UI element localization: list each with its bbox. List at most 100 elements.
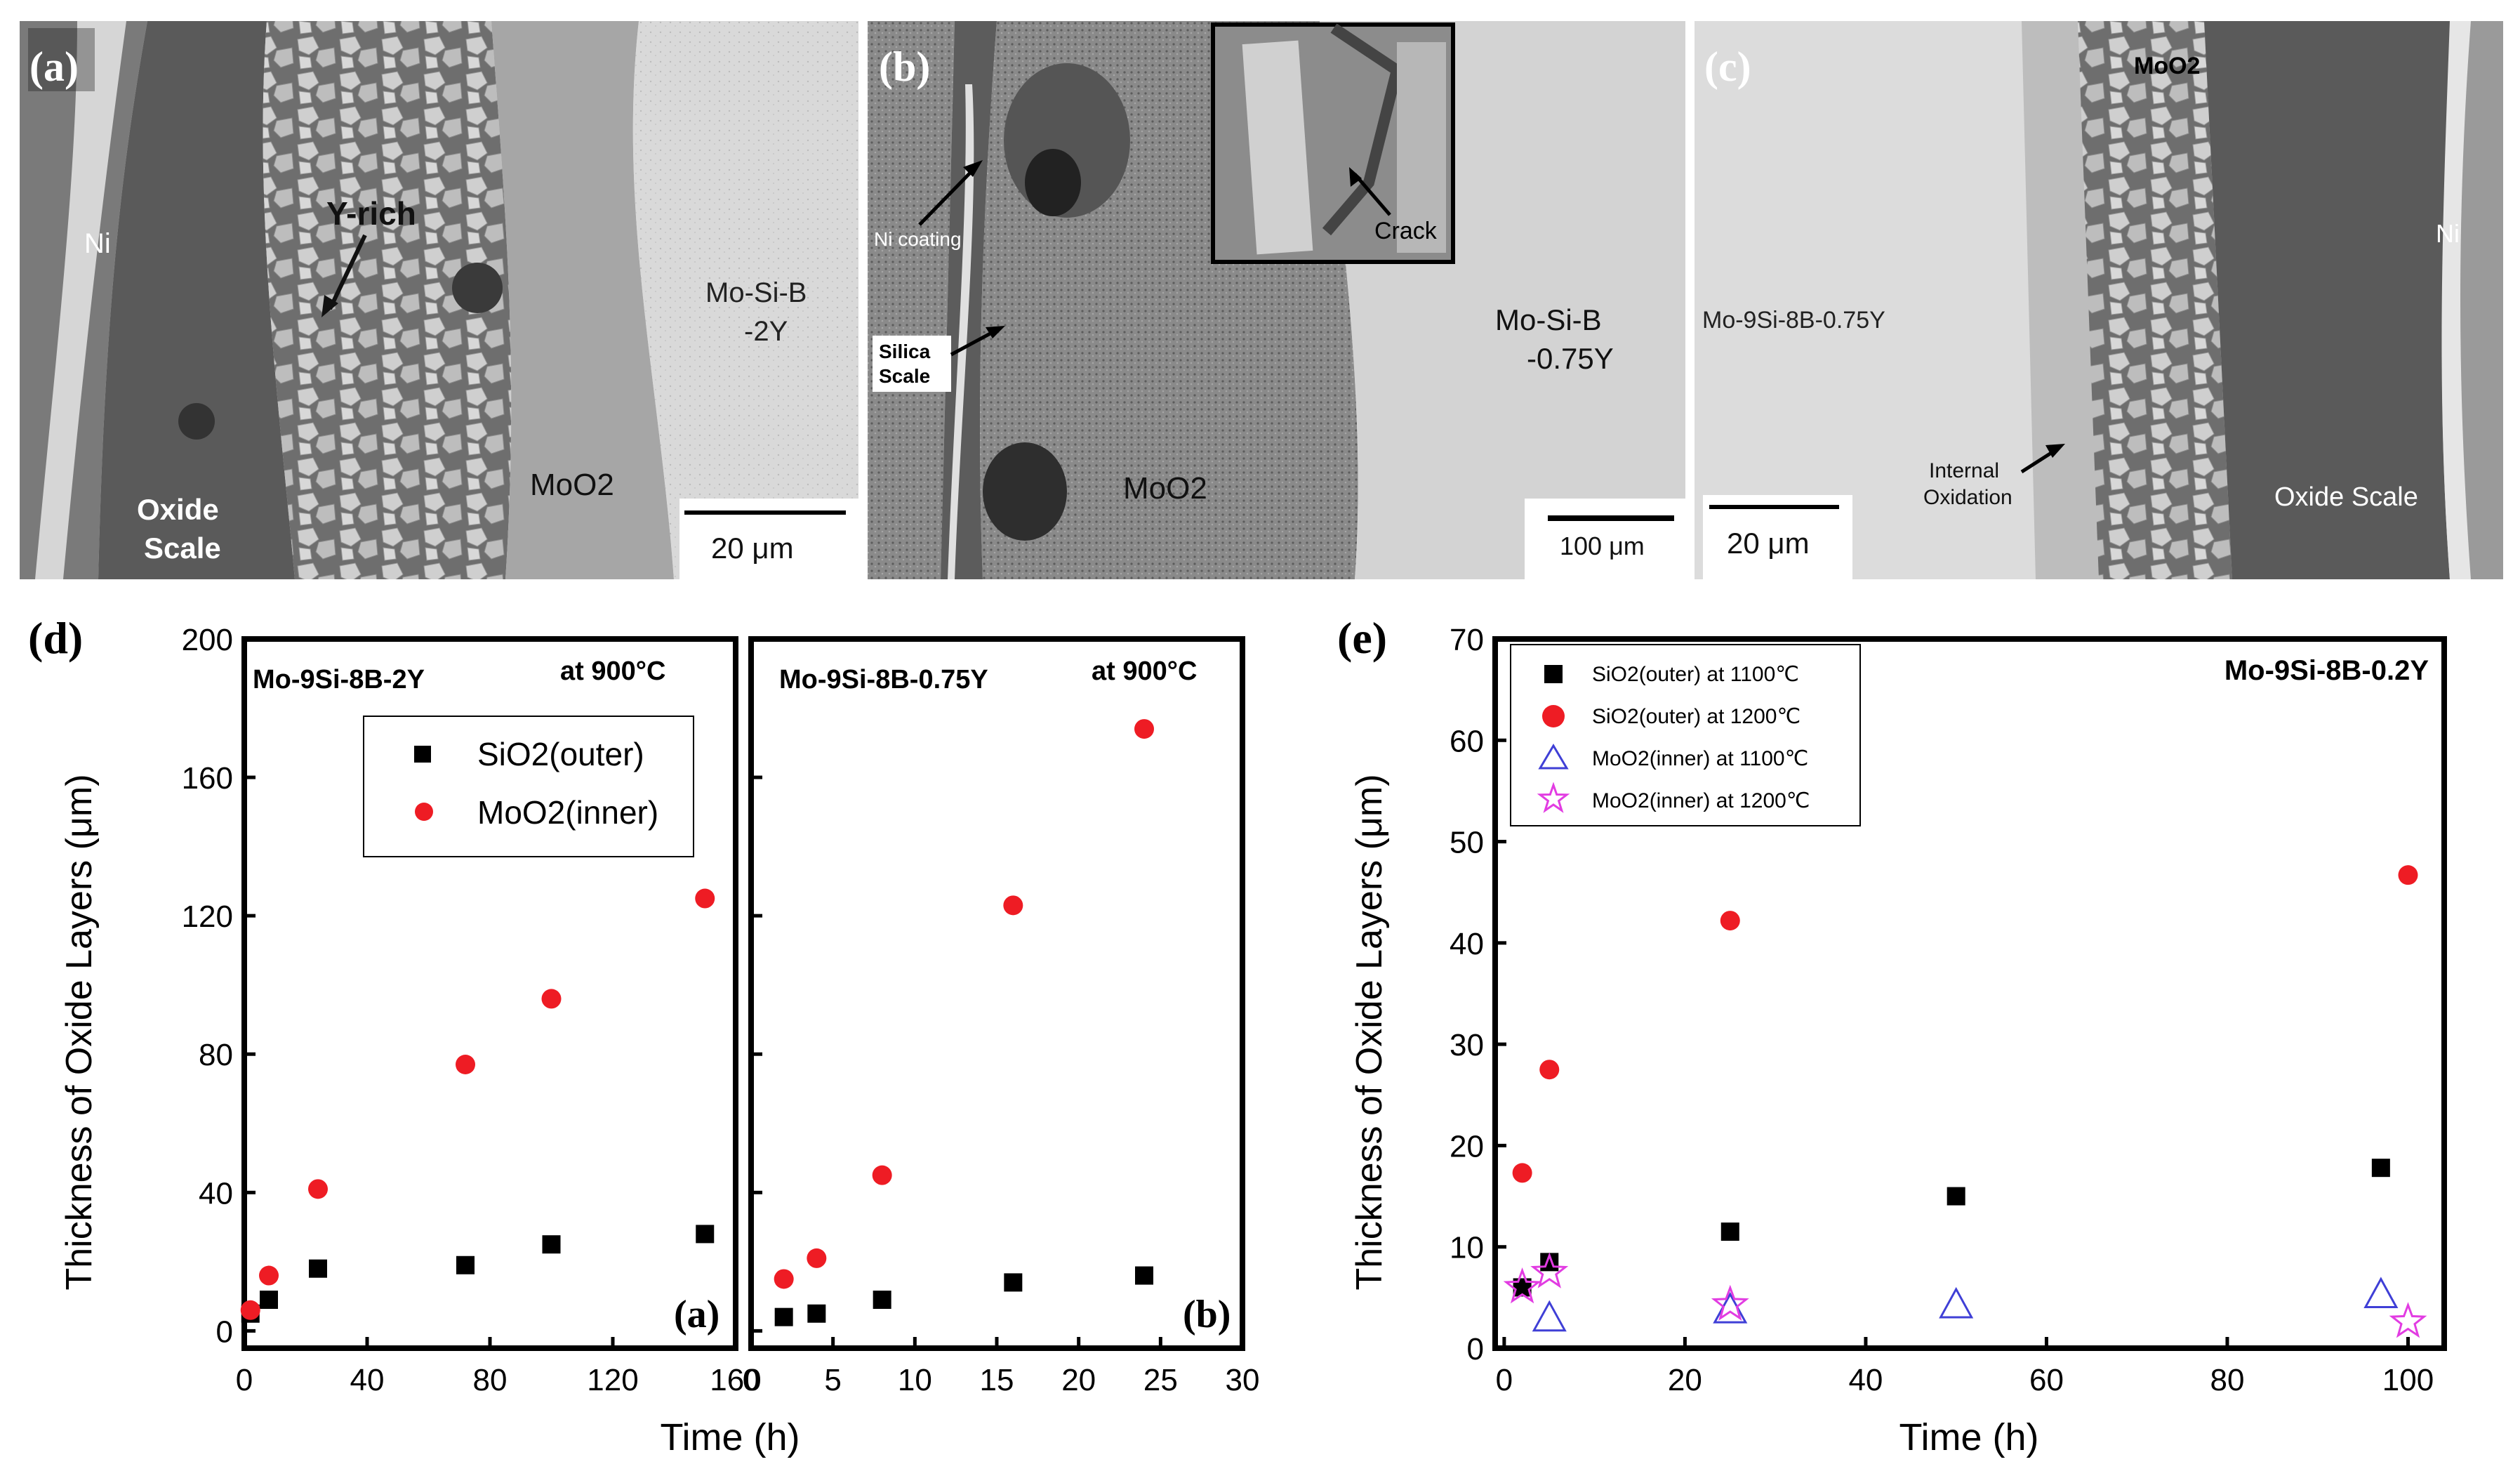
sem-c-oxidation: Oxidation bbox=[1923, 486, 2012, 509]
y-tick-label: 30 bbox=[1450, 1028, 1484, 1062]
y-tick-label: 60 bbox=[1450, 724, 1484, 758]
chart-e-legend-triangle bbox=[1538, 744, 1569, 770]
data-point-circle bbox=[1539, 1060, 1560, 1080]
y-tick-label: 20 bbox=[1450, 1129, 1484, 1164]
sem-a-moo2: MoO2 bbox=[530, 468, 614, 502]
x-tick-label: 80 bbox=[2210, 1363, 2244, 1397]
sem-a-scale-text: 20 μm bbox=[711, 532, 794, 565]
chart-d-left-yticks: 0 40 80 120 160 200 bbox=[182, 623, 256, 1349]
data-point-square bbox=[456, 1255, 475, 1274]
x-tick-label: 0 bbox=[1496, 1363, 1513, 1397]
chart-e: (e) Thickness of Oxide Layers (μm) 0 10 20… bbox=[1337, 613, 2447, 1458]
data-point-square bbox=[1135, 1266, 1153, 1285]
data-point-circle bbox=[456, 1055, 475, 1074]
sem-c-internal: Internal bbox=[1929, 459, 1999, 482]
sem-b-scale: Scale bbox=[879, 365, 930, 387]
sem-b-silica-arrow bbox=[950, 328, 998, 357]
x-tick-label: 15 bbox=[980, 1363, 1014, 1397]
chart-d-left: (d) Thickness of Oxide Layers (μm) 0 40 80… bbox=[28, 613, 800, 1458]
sem-b-crack: Crack bbox=[1374, 218, 1438, 244]
x-tick-label: 100 bbox=[2382, 1363, 2434, 1397]
x-tick-label: 80 bbox=[473, 1363, 508, 1397]
chart-d-legend bbox=[363, 716, 694, 857]
sem-panel-a: (a) Ni Y-rich Mo-Si-B -2Y MoO2 Oxide Sca… bbox=[20, 21, 858, 579]
data-point-circle bbox=[1720, 911, 1740, 931]
sem-b-crack-arrow bbox=[1353, 173, 1391, 216]
data-point-circle bbox=[2398, 865, 2418, 885]
y-tick-label: 40 bbox=[1450, 927, 1484, 961]
data-point-circle bbox=[872, 1165, 892, 1185]
data-point-triangle bbox=[2363, 1277, 2399, 1309]
data-point-triangle bbox=[1532, 1300, 1567, 1332]
data-point-square bbox=[807, 1304, 826, 1323]
chart-d-right-inner-label: (b) bbox=[1183, 1293, 1231, 1336]
data-point-square bbox=[2371, 1159, 2390, 1178]
x-tick-label: 5 bbox=[824, 1363, 841, 1397]
x-tick-label: 60 bbox=[2029, 1363, 2064, 1397]
x-tick-label: 40 bbox=[1848, 1363, 1883, 1397]
sem-b-silica: Silica bbox=[879, 341, 931, 362]
x-tick-label: 30 bbox=[1226, 1363, 1260, 1397]
sem-c-label: (c) bbox=[1704, 44, 1751, 90]
chart-d-right-yticks bbox=[751, 637, 762, 1333]
chart-d-legend-square bbox=[414, 746, 431, 763]
sem-images: (a) Ni Y-rich Mo-Si-B -2Y MoO2 Oxide Sca… bbox=[20, 21, 2503, 579]
data-point-square bbox=[696, 1225, 715, 1244]
sem-panel-c: (c) MoO2 Ni Mo-9Si-8B-0.75Y Internal Oxi… bbox=[1695, 21, 2503, 579]
chart-e-legend-2: MoO2(inner) at 1100℃ bbox=[1592, 747, 1808, 770]
data-point-circle bbox=[541, 989, 562, 1009]
data-point-square bbox=[774, 1307, 793, 1326]
chart-d-legend-sio2: SiO2(outer) bbox=[477, 736, 644, 772]
chart-e-legend-1: SiO2(outer) at 1200℃ bbox=[1592, 705, 1801, 728]
sem-a-alloy2: -2Y bbox=[744, 316, 788, 347]
data-point-circle bbox=[1003, 895, 1023, 916]
sem-a-yrich: Y-rich bbox=[326, 195, 416, 232]
sem-c-alloy: Mo-9Si-8B-0.75Y bbox=[1702, 307, 1885, 334]
sem-b-label: (b) bbox=[879, 44, 930, 90]
data-point-star bbox=[1530, 1252, 1569, 1288]
chart-d-panel-label: (d) bbox=[28, 613, 83, 663]
x-tick-label: 25 bbox=[1143, 1363, 1178, 1397]
data-point-square bbox=[309, 1259, 327, 1278]
chart-e-yticks: 0 10 20 30 40 50 60 70 bbox=[1450, 623, 1506, 1366]
sem-c-moo2: MoO2 bbox=[2134, 53, 2200, 79]
y-tick-label: 120 bbox=[182, 899, 233, 934]
y-tick-label: 160 bbox=[182, 761, 233, 796]
data-point-square bbox=[1004, 1273, 1023, 1292]
data-point-triangle bbox=[1939, 1286, 1974, 1319]
y-tick-label: 50 bbox=[1450, 826, 1484, 860]
sem-c-ni: Ni bbox=[2436, 219, 2460, 248]
x-tick-label: 0 bbox=[236, 1363, 253, 1397]
chart-d-left-points bbox=[240, 888, 715, 1323]
data-point-square bbox=[873, 1291, 891, 1310]
sem-b-moo2: MoO2 bbox=[1123, 471, 1207, 506]
data-point-circle bbox=[695, 888, 715, 909]
x-tick-label: 120 bbox=[587, 1363, 638, 1397]
data-point-star bbox=[1503, 1267, 1541, 1304]
data-point-square bbox=[1720, 1222, 1739, 1241]
chart-d-right: 0 5 10 15 20 25 30 Mo-9Si-8B-0.75Y at 900°C (b… bbox=[743, 636, 1260, 1397]
chart-d-right-points bbox=[774, 719, 1154, 1326]
y-tick-label: 0 bbox=[1467, 1332, 1484, 1366]
chart-e-xlabel: Time (h) bbox=[1899, 1416, 2039, 1458]
sem-c-scale-text: 20 μm bbox=[1727, 527, 1810, 560]
sem-a-scale: Scale bbox=[144, 532, 221, 565]
chart-d-right-temp: at 900°C bbox=[1092, 657, 1197, 686]
sem-a-oxide: Oxide bbox=[137, 493, 219, 526]
chart-e-legend bbox=[1510, 644, 1861, 826]
sem-b-scale-text: 100 μm bbox=[1560, 532, 1645, 560]
chart-d-left-inner-label: (a) bbox=[674, 1293, 719, 1336]
chart-e-legend-circle bbox=[1542, 705, 1565, 727]
chart-e-legend-0: SiO2(outer) at 1100℃ bbox=[1592, 663, 1799, 686]
data-point-circle bbox=[308, 1179, 328, 1199]
chart-e-ylabel: Thickness of Oxide Layers (μm) bbox=[1349, 774, 1390, 1290]
sem-c-oxide-scale: Oxide Scale bbox=[2274, 482, 2418, 512]
chart-e-legend-square bbox=[1544, 665, 1563, 683]
data-point-star bbox=[1711, 1284, 1749, 1321]
chart-e-legend-star bbox=[1537, 782, 1570, 813]
chart-e-alloy: Mo-9Si-8B-0.2Y bbox=[2224, 655, 2429, 686]
sem-b-ni-arrow bbox=[918, 166, 977, 226]
x-tick-label: 20 bbox=[1061, 1363, 1096, 1397]
chart-d-left-alloy: Mo-9Si-8B-2Y bbox=[253, 665, 425, 694]
x-tick-label: 160 bbox=[710, 1363, 761, 1397]
